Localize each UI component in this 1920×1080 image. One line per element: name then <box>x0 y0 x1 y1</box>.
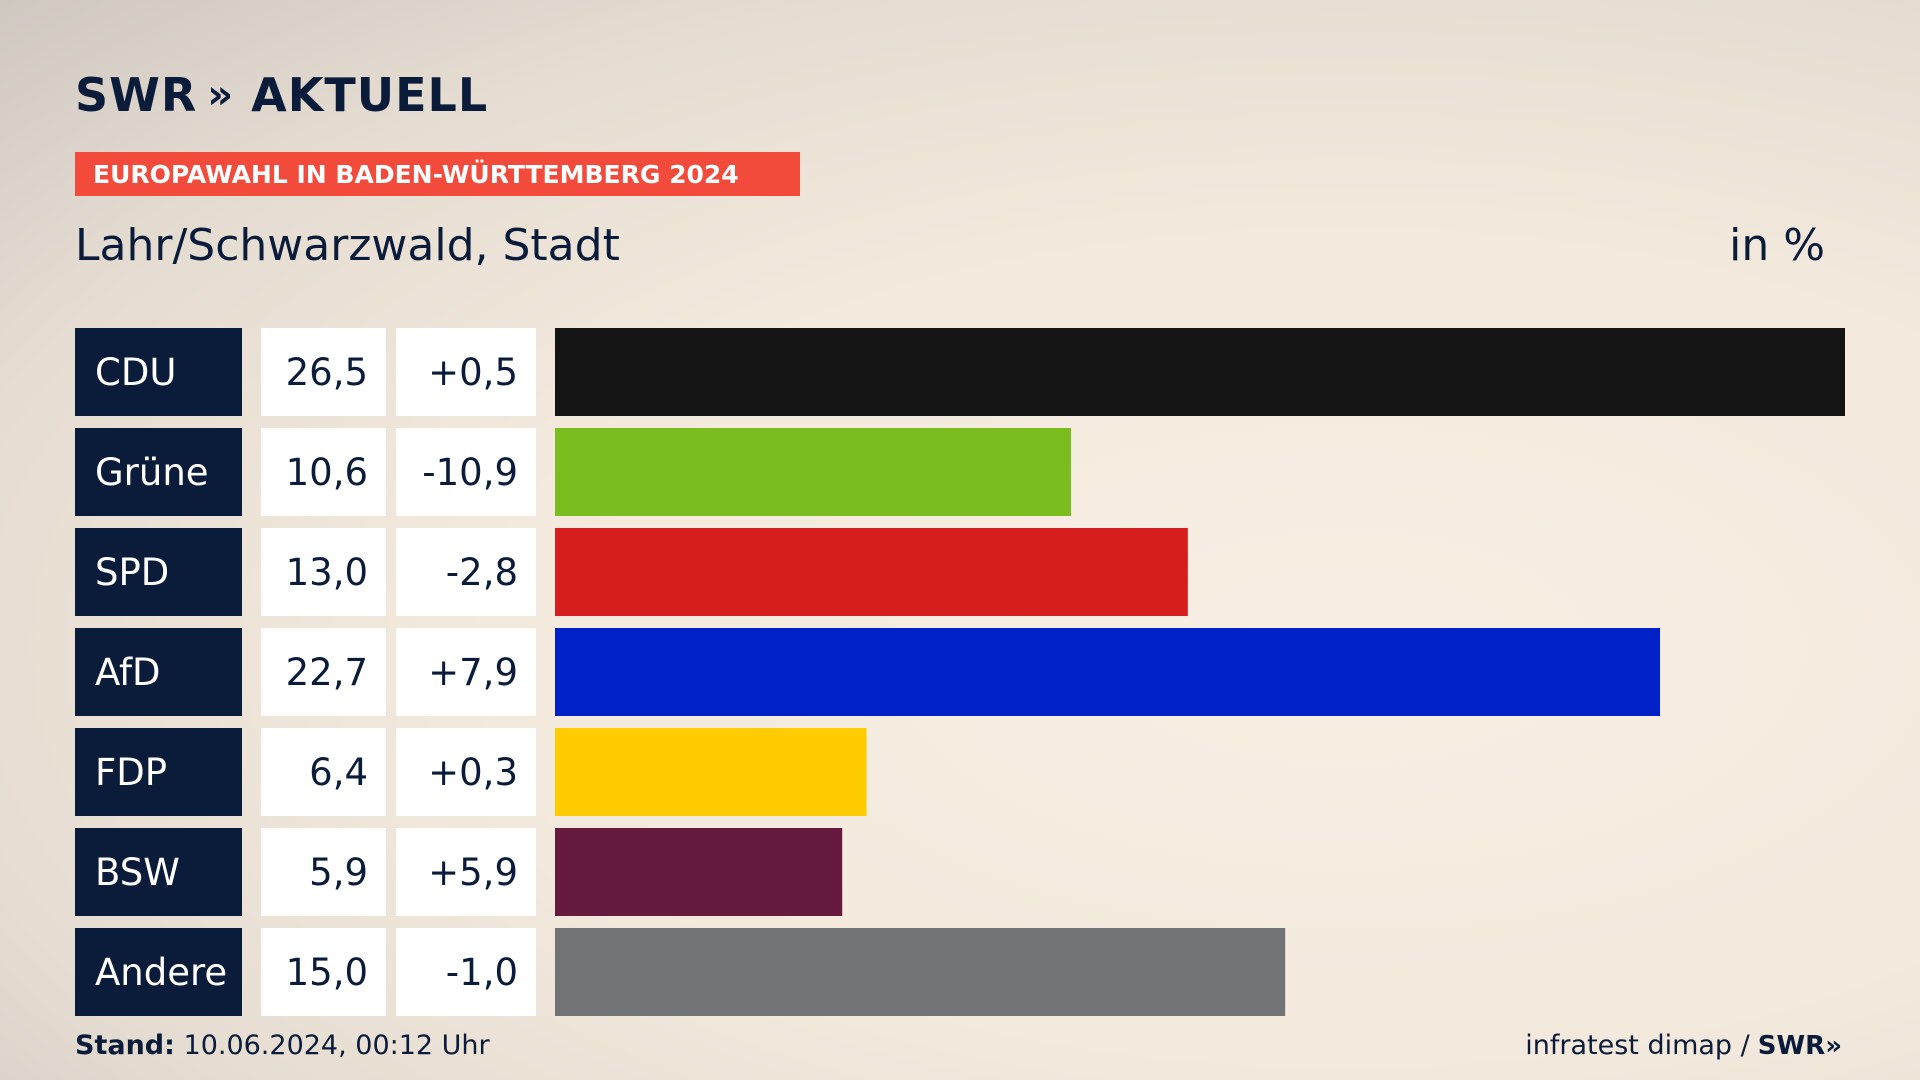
change-cell <box>396 828 536 916</box>
value-cell <box>261 628 386 716</box>
swr-small-logo: SWR» <box>1757 1031 1842 1061</box>
bar-fdp <box>555 728 867 816</box>
stand-label: Stand: <box>75 1030 175 1061</box>
value-label: 15,0 <box>286 951 368 994</box>
party-label: AfD <box>95 651 161 694</box>
bar-bsw <box>555 828 843 916</box>
party-label-box <box>75 928 242 1016</box>
party-label-box <box>75 528 242 616</box>
value-label: 5,9 <box>309 851 368 894</box>
change-cell <box>396 428 536 516</box>
change-label: +5,9 <box>428 851 518 894</box>
timestamp: Stand: 10.06.2024, 00:12 Uhr <box>75 1030 490 1061</box>
party-label-box <box>75 728 242 816</box>
bar-spd <box>555 528 1188 616</box>
election-banner: EUROPAWAHL IN BADEN-WÜRTTEMBERG 2024 <box>75 152 800 196</box>
source-credit: infratest dimap / SWR» <box>1525 1030 1842 1061</box>
party-label-box <box>75 328 242 416</box>
stand-value: 10.06.2024, 00:12 Uhr <box>183 1030 490 1061</box>
change-cell <box>396 528 536 616</box>
change-label: -2,8 <box>446 551 518 594</box>
change-label: +0,3 <box>428 751 518 794</box>
value-cell <box>261 728 386 816</box>
party-label: BSW <box>95 851 180 894</box>
change-label: -10,9 <box>422 451 518 494</box>
bar-afd <box>555 628 1661 716</box>
value-label: 6,4 <box>309 751 368 794</box>
party-label: CDU <box>95 351 176 394</box>
party-label: FDP <box>95 751 167 794</box>
logo-suffix: AKTUELL <box>251 68 489 122</box>
value-cell <box>261 328 386 416</box>
party-label-box <box>75 428 242 516</box>
swr-aktuell-logo: SWR » AKTUELL <box>75 68 488 122</box>
change-cell <box>396 928 536 1016</box>
change-cell <box>396 728 536 816</box>
source-text: infratest dimap / <box>1525 1030 1750 1061</box>
region-title: Lahr/Schwarzwald, Stadt <box>75 220 620 271</box>
bar-grüne <box>555 428 1071 516</box>
value-cell <box>261 428 386 516</box>
change-label: -1,0 <box>446 951 518 994</box>
value-label: 22,7 <box>286 651 368 694</box>
logo-arrows-icon: » <box>207 72 233 118</box>
bar-cdu <box>555 328 1845 416</box>
value-cell <box>261 828 386 916</box>
change-cell <box>396 328 536 416</box>
change-label: +0,5 <box>428 351 518 394</box>
value-cell <box>261 528 386 616</box>
value-cell <box>261 928 386 1016</box>
results-bar-chart: CDU 26,5 +0,5 Grüne 10,6 -10,9 SPD 13,0 -2,8 AfD 2… <box>75 328 1845 1016</box>
party-label-box <box>75 828 242 916</box>
party-label-box <box>75 628 242 716</box>
bar-andere <box>555 928 1286 1016</box>
party-label: Grüne <box>95 451 209 494</box>
logo-brand: SWR <box>75 68 198 122</box>
value-label: 10,6 <box>286 451 368 494</box>
value-label: 26,5 <box>286 351 368 394</box>
party-label: SPD <box>95 551 169 594</box>
unit-label: in % <box>1729 220 1825 271</box>
party-label: Andere <box>95 951 227 994</box>
change-cell <box>396 628 536 716</box>
value-label: 13,0 <box>286 551 368 594</box>
change-label: +7,9 <box>428 651 518 694</box>
